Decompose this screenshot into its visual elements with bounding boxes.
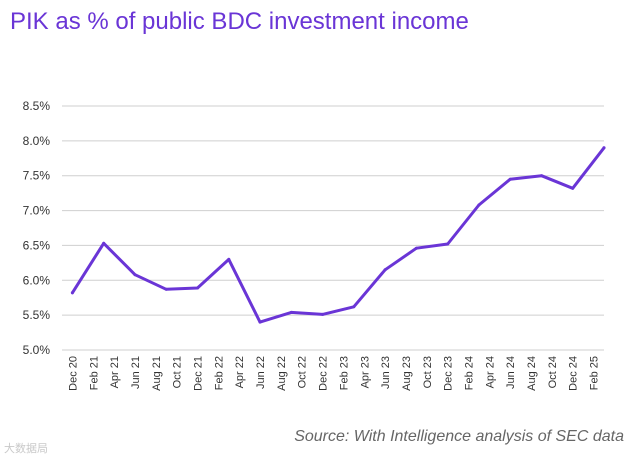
x-tick-label: Apr 24 bbox=[484, 356, 496, 388]
data-point bbox=[102, 241, 106, 245]
y-tick-label: 5.5% bbox=[23, 308, 51, 322]
data-point bbox=[571, 186, 575, 190]
x-tick-label: Aug 21 bbox=[151, 356, 163, 391]
data-point bbox=[70, 291, 74, 295]
x-tick-label: Apr 22 bbox=[234, 356, 246, 388]
y-tick-label: 7.5% bbox=[23, 169, 51, 183]
source-note: Source: With Intelligence analysis of SE… bbox=[294, 428, 624, 445]
data-point bbox=[602, 146, 606, 150]
x-tick-label: Apr 21 bbox=[109, 356, 121, 388]
data-point bbox=[133, 273, 137, 277]
data-point bbox=[321, 312, 325, 316]
data-point bbox=[289, 310, 293, 314]
x-tick-label: Feb 21 bbox=[88, 356, 100, 390]
x-tick-label: Aug 24 bbox=[526, 356, 538, 391]
x-tick-label: Aug 23 bbox=[401, 356, 413, 391]
x-tick-label: Apr 23 bbox=[359, 356, 371, 388]
watermark: 大数据局 bbox=[4, 443, 48, 455]
x-axis-labels: Dec 20 Feb 21 Apr 21 Jun 21 Aug 21 Oct 21 Dec … bbox=[67, 356, 600, 391]
data-point bbox=[446, 242, 450, 246]
x-tick-label: Dec 22 bbox=[318, 356, 330, 391]
data-point bbox=[383, 268, 387, 272]
data-point bbox=[477, 203, 481, 207]
data-point bbox=[508, 177, 512, 181]
x-tick-label: Oct 21 bbox=[172, 356, 184, 388]
gridlines bbox=[62, 105, 604, 351]
y-tick-label: 7.0% bbox=[23, 204, 51, 218]
data-point bbox=[352, 305, 356, 309]
x-tick-label: Jun 22 bbox=[255, 356, 267, 389]
x-tick-label: Dec 20 bbox=[67, 356, 79, 391]
data-point bbox=[414, 246, 418, 250]
x-tick-label: Oct 22 bbox=[297, 356, 309, 388]
data-line bbox=[70, 146, 606, 324]
y-tick-label: 6.0% bbox=[23, 273, 51, 287]
x-tick-label: Oct 24 bbox=[547, 356, 559, 388]
y-tick-label: 8.0% bbox=[23, 134, 51, 148]
y-axis-labels: 5.0% 5.5% 6.0% 6.5% 7.0% 7.5% 8.0% 8.5% bbox=[23, 99, 51, 357]
data-point bbox=[258, 320, 262, 324]
x-tick-label: Dec 24 bbox=[568, 356, 580, 391]
y-tick-label: 6.5% bbox=[23, 238, 51, 252]
x-tick-label: Oct 23 bbox=[422, 356, 434, 388]
x-tick-label: Feb 22 bbox=[213, 356, 225, 390]
x-tick-label: Jun 24 bbox=[505, 356, 517, 389]
x-tick-label: Jun 21 bbox=[130, 356, 142, 389]
x-tick-label: Dec 21 bbox=[193, 356, 205, 391]
data-point bbox=[540, 174, 543, 178]
x-tick-label: Feb 25 bbox=[589, 356, 601, 390]
y-tick-label: 5.0% bbox=[23, 343, 51, 357]
data-point bbox=[164, 287, 168, 291]
series-line bbox=[70, 146, 606, 324]
y-tick-label: 8.5% bbox=[23, 99, 51, 113]
x-tick-label: Feb 24 bbox=[464, 356, 476, 390]
x-tick-label: Aug 22 bbox=[276, 356, 288, 391]
x-tick-label: Dec 23 bbox=[443, 356, 455, 391]
x-tick-label: Jun 23 bbox=[380, 356, 392, 389]
data-point bbox=[196, 286, 199, 290]
chart-title: PIK as % of public BDC investment income bbox=[10, 8, 469, 35]
x-tick-label: Feb 23 bbox=[338, 356, 350, 390]
data-point bbox=[227, 257, 231, 261]
